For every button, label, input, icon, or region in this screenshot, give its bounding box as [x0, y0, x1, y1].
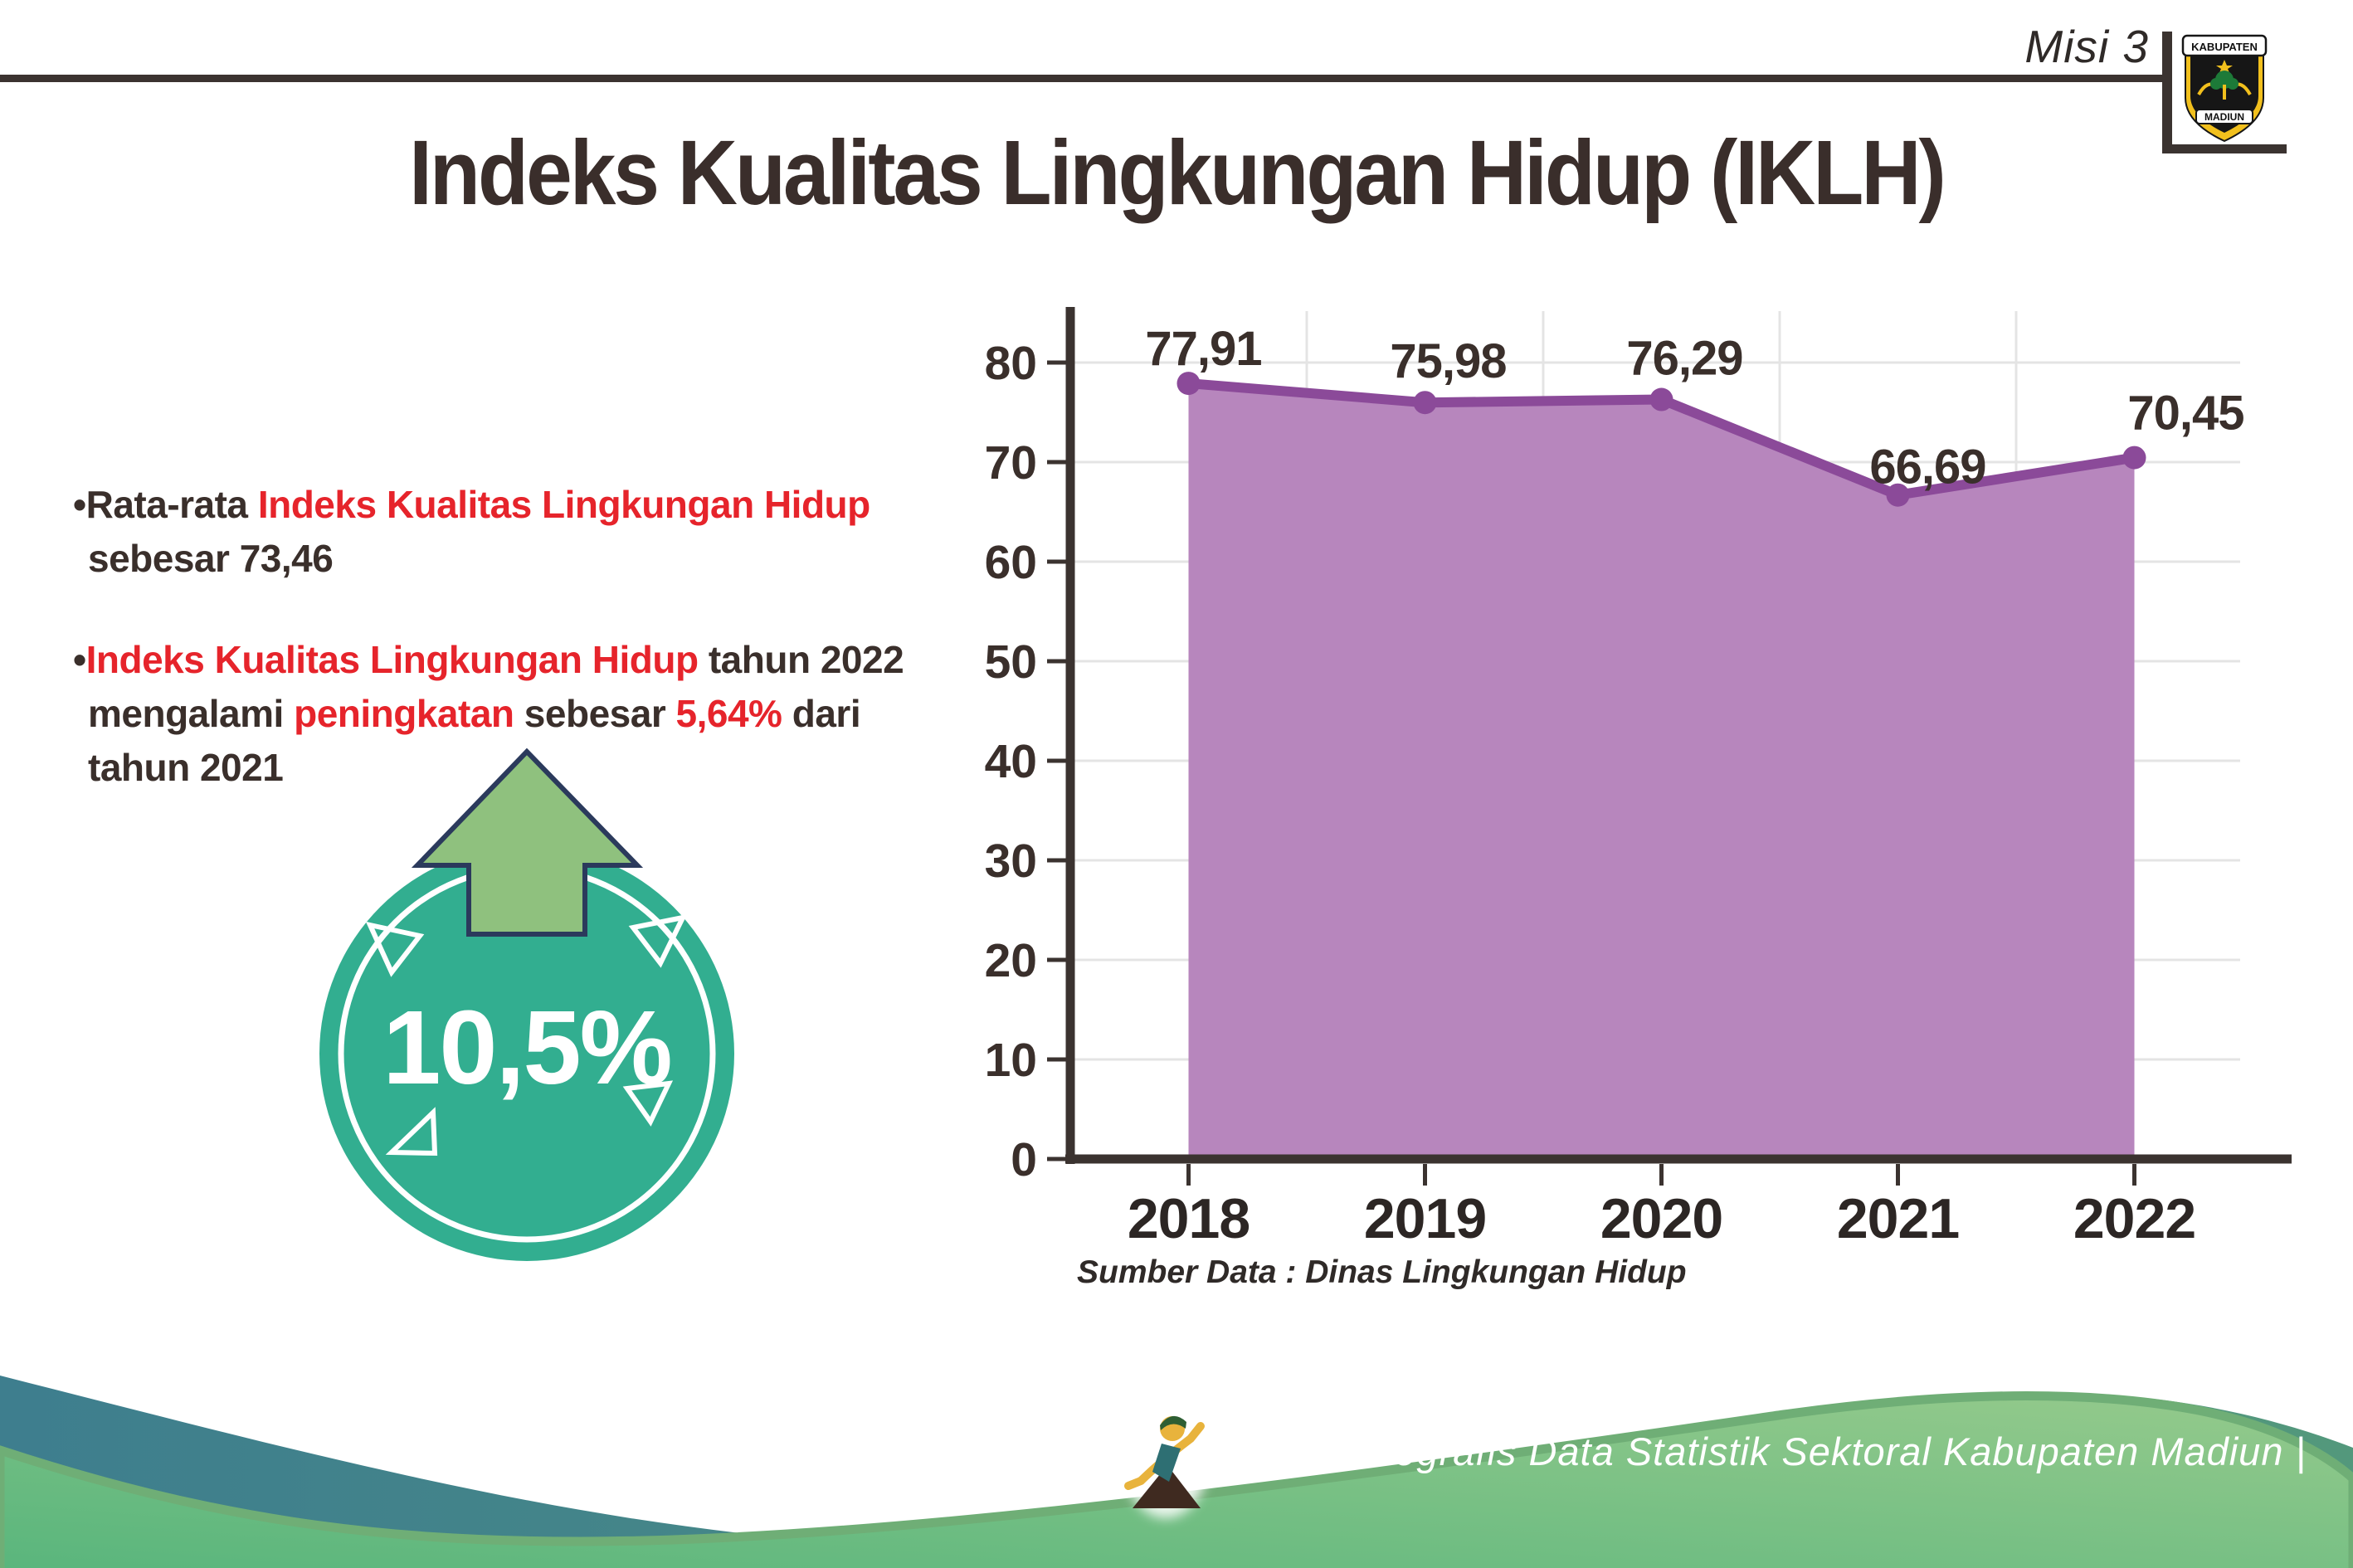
bullet-item: •Rata-rata Indeks Kualitas Lingkungan Hi… — [73, 478, 986, 587]
logo-bottom-text: MADIUN — [2204, 111, 2244, 123]
data-point — [1176, 372, 1201, 396]
y-tick-label: 50 — [985, 635, 1037, 689]
footer-credit: Media Infografis Data Statistik Sektoral… — [1226, 1429, 2307, 1473]
chart-area-fill — [1188, 383, 2135, 1157]
bullet-line: sebesar 73,46 — [73, 532, 986, 586]
badge-spark-nw-icon — [365, 921, 425, 977]
badge-spark-sw-icon — [385, 1107, 438, 1157]
badge-circle — [319, 846, 734, 1261]
data-point — [1886, 483, 1910, 507]
y-tick-label: 20 — [985, 934, 1037, 987]
increase-badge: 10,5% — [319, 747, 734, 1261]
data-point — [1413, 391, 1437, 415]
footer-wave-banner — [0, 1376, 2353, 1568]
logo-star-icon — [2216, 60, 2233, 75]
data-label: 70,45 — [2127, 387, 2243, 441]
bullet-text-segment: tahun 2021 — [88, 746, 284, 790]
y-tick-label: 70 — [985, 436, 1037, 489]
bullet-item: •Indeks Kualitas Lingkungan Hidup tahun … — [73, 633, 986, 796]
logo-top-text: KABUPATEN — [2191, 41, 2258, 53]
badge-spark-se-icon — [622, 1080, 674, 1127]
iklh-area-chart: 0 10 20 30 40 50 60 70 80 2018 2019 2020 2021 2022 77,… — [985, 307, 2292, 1250]
bullet-text-segment: Indeks Kualitas Lingkungan Hidup — [257, 483, 870, 526]
bullet-line: tahun 2021 — [73, 741, 986, 795]
y-tick-label: 60 — [985, 536, 1037, 589]
bullet-text-segment: peningkatan — [294, 691, 514, 735]
y-tick-label: 30 — [985, 835, 1037, 888]
data-label: 77,91 — [1145, 322, 1261, 376]
logo-corner-bracket-vertical — [2162, 32, 2172, 153]
x-tick-label: 2018 — [1128, 1187, 1250, 1250]
logo-bottom-ribbon — [2195, 109, 2253, 124]
y-tick-label: 10 — [985, 1034, 1037, 1087]
data-point — [1649, 387, 1673, 411]
logo-tree-left — [2210, 78, 2222, 90]
bullet-line: •Rata-rata Indeks Kualitas Lingkungan Hi… — [73, 478, 986, 532]
bullet-marker: • — [73, 637, 86, 681]
bullet-text-segment: mengalami — [88, 691, 295, 735]
badge-value: 10,5% — [382, 989, 670, 1106]
page-title: Indeks Kualitas Lingkungan Hidup (IKLH) — [409, 122, 1946, 225]
y-tick-label: 80 — [985, 337, 1037, 390]
data-label: 76,29 — [1626, 332, 1742, 386]
y-tick-label: 0 — [1011, 1133, 1037, 1186]
bullet-text-segment: Indeks Kualitas Lingkungan Hidup — [85, 637, 699, 681]
dancer-mascot-icon — [1123, 1399, 1209, 1518]
kabupaten-madiun-logo: KABUPATEN MADIUN — [2181, 34, 2268, 143]
x-tick-label: 2022 — [2073, 1187, 2195, 1250]
x-tick-label: 2020 — [1600, 1187, 1722, 1250]
x-tick-label: 2021 — [1837, 1187, 1959, 1250]
badge-spark-ne-icon — [628, 913, 688, 968]
data-label: 75,98 — [1390, 334, 1506, 388]
bullet-text-segment: dari — [782, 691, 861, 735]
up-arrow-icon — [411, 747, 644, 937]
y-tick-label: 40 — [985, 735, 1037, 788]
logo-tree-right — [2227, 78, 2239, 90]
data-label: 66,69 — [1869, 441, 1985, 494]
x-tick-label: 2019 — [1364, 1187, 1486, 1250]
bullet-text-segment: Rata-rata — [85, 483, 258, 526]
bullet-text-segment: 5,64% — [675, 691, 782, 735]
logo-tree-trunk — [2223, 85, 2226, 100]
bullet-text-segment: tahun 2022 — [698, 637, 904, 681]
logo-top-ribbon — [2181, 34, 2268, 57]
header-divider-line — [0, 75, 2163, 82]
bullet-line: mengalami peningkatan sebesar 5,64% dari — [73, 687, 986, 741]
bullet-marker: • — [73, 483, 86, 526]
bullet-text-block: •Rata-rata Indeks Kualitas Lingkungan Hi… — [73, 478, 986, 842]
bullet-text-segment: sebesar — [514, 691, 676, 735]
data-point — [2122, 446, 2146, 470]
bullet-text-segment: sebesar 73,46 — [88, 537, 334, 581]
data-source-caption: Sumber Data : Dinas Lingkungan Hidup — [1077, 1254, 1687, 1290]
logo-corner-bracket-horizontal — [2162, 144, 2287, 153]
footer-green-wave — [0, 1391, 2353, 1568]
misi-label: Misi 3 — [2024, 21, 2149, 72]
bullet-line: •Indeks Kualitas Lingkungan Hidup tahun … — [73, 633, 986, 687]
